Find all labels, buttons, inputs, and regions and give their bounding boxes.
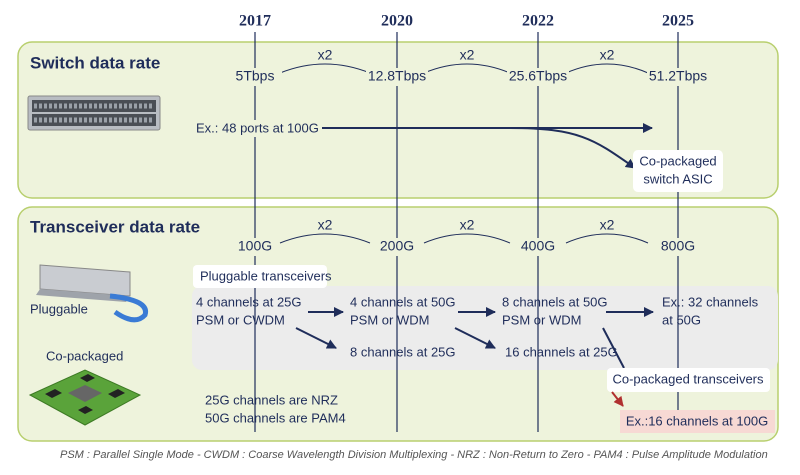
multiplier: x2	[600, 47, 615, 63]
year: 2022	[522, 13, 554, 30]
pluggable-image	[36, 264, 149, 323]
box-text: Co-packaged	[639, 153, 716, 168]
arc	[279, 63, 371, 74]
box-text: Ex.:16 channels at 100G	[626, 413, 768, 428]
cell-text: PSM or WDM	[350, 312, 429, 327]
copackaged-image	[28, 369, 142, 426]
arc	[423, 233, 511, 244]
label-bg	[515, 238, 561, 256]
rate: 25.6Tbps	[509, 68, 567, 84]
box-text: Co-packaged transceivers	[612, 371, 764, 386]
box	[620, 410, 775, 433]
label-bg	[374, 238, 420, 256]
panel-title: Transceiver data rate	[30, 217, 200, 236]
label-bg	[194, 120, 320, 137]
label-bg	[655, 238, 701, 256]
note: 25G channels are NRZ	[205, 392, 338, 407]
cell-text: at 50G	[662, 312, 701, 327]
multiplier: x2	[318, 47, 333, 63]
cell-text: PSM or WDM	[502, 312, 581, 327]
arc	[565, 233, 649, 244]
year: 2020	[381, 13, 413, 30]
rate: 100G	[238, 238, 272, 254]
arc	[423, 63, 511, 74]
timeline-lines	[254, 32, 679, 432]
arc	[279, 233, 371, 244]
panel-title: Switch data rate	[30, 53, 160, 72]
arrow	[295, 327, 337, 349]
multiplier: x2	[318, 217, 333, 233]
year: 2017	[239, 13, 271, 30]
cell-text: 8 channels at 50G	[502, 294, 608, 309]
arrow	[454, 327, 496, 349]
multiplier: x2	[600, 217, 615, 233]
cell-text: PSM or CWDM	[196, 312, 285, 327]
switch-image	[27, 95, 161, 131]
cell-text: 8 channels at 25G	[350, 344, 456, 359]
image-label: Pluggable	[30, 301, 88, 316]
box-text: Pluggable transceivers	[200, 268, 332, 283]
box	[633, 150, 723, 192]
label-bg	[647, 68, 709, 86]
rate: 12.8Tbps	[368, 68, 426, 84]
label-bg	[228, 68, 282, 86]
label-bg	[507, 68, 569, 86]
example: Ex.: 48 ports at 100G	[196, 120, 319, 135]
label-bg	[233, 238, 277, 256]
box	[607, 368, 770, 392]
rate: 800G	[661, 238, 695, 254]
cell-text: Ex.: 32 channels	[662, 294, 759, 309]
rate: 51.2Tbps	[649, 68, 707, 84]
footer: PSM : Parallel Single Mode - CWDM : Coar…	[60, 449, 768, 461]
rate: 400G	[521, 238, 555, 254]
arrow	[611, 391, 624, 407]
rate: 5Tbps	[236, 68, 275, 84]
box	[193, 265, 327, 288]
arrow	[509, 127, 636, 169]
multiplier: x2	[460, 217, 475, 233]
cell-text: 4 channels at 25G	[196, 294, 302, 309]
arrow	[602, 327, 625, 369]
box-text: switch ASIC	[643, 171, 712, 186]
year: 2025	[662, 13, 694, 30]
switch-panel	[17, 41, 779, 199]
multiplier: x2	[460, 47, 475, 63]
arc	[565, 63, 649, 74]
note: 50G channels are PAM4	[205, 410, 346, 425]
image-label: Co-packaged	[46, 348, 123, 363]
label-bg	[366, 68, 428, 86]
cell-text: 16 channels at 25G	[505, 344, 618, 359]
cell-text: 4 channels at 50G	[350, 294, 456, 309]
rate: 200G	[380, 238, 414, 254]
